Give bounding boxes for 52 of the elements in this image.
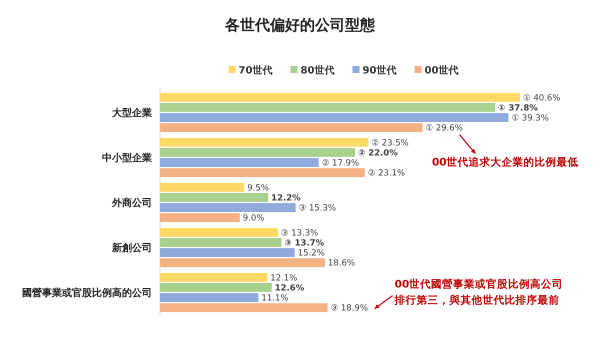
data-label: 11.1% [261, 294, 288, 304]
data-label: 9.0% [242, 214, 264, 224]
data-label: ③ 15.3% [298, 204, 336, 214]
bar [160, 293, 258, 302]
chart-title: 各世代偏好的公司型態 [224, 16, 376, 34]
y-tick-label: 外商公司 [111, 197, 152, 209]
data-label: ③ 18.9% [330, 304, 368, 314]
legend-label: 80世代 [300, 64, 334, 76]
legend-label: 70世代 [238, 64, 272, 76]
y-tick-label: 新創公司 [111, 242, 152, 254]
data-label: ② 17.9% [322, 158, 360, 169]
bar [160, 168, 365, 178]
data-label: ① 37.8% [498, 103, 538, 114]
data-label: ③ 13.3% [280, 228, 318, 238]
bar [160, 92, 520, 102]
data-label: 12.2% [271, 193, 302, 204]
data-label: 9.5% [247, 183, 269, 194]
data-label: ② 23.1% [368, 168, 406, 179]
data-label: 18.6% [328, 258, 355, 269]
data-label: 12.1% [270, 273, 298, 284]
data-label: ① 40.6% [523, 93, 560, 104]
bar [160, 283, 272, 292]
bar [160, 213, 240, 222]
bar [160, 258, 325, 268]
bar [160, 272, 268, 282]
bar [160, 303, 328, 312]
bar [160, 102, 496, 112]
data-label: ① 29.6% [425, 124, 463, 134]
data-label: ② 23.5% [371, 138, 409, 148]
y-tick-label: 中小型企業 [102, 152, 152, 164]
bar [160, 182, 244, 192]
bar [160, 248, 295, 257]
bar [160, 203, 296, 212]
annotation: 00世代追求大企業的比例最低 [432, 156, 579, 169]
bar [160, 138, 368, 147]
y-tick-label: 國營事業或官股比例高的公司 [22, 287, 152, 300]
data-label: 12.6% [274, 283, 305, 294]
bar [160, 113, 508, 122]
y-tick-label: 大型企業 [111, 106, 152, 119]
bar [160, 238, 282, 247]
bar [160, 228, 278, 237]
data-label: 15.2% [298, 248, 325, 259]
data-label: ② 22.0% [358, 148, 398, 158]
bar [160, 148, 356, 157]
annotation: 00世代國營事業或官股比例高公司排行第三，與其他世代比排序最前 [394, 278, 564, 307]
bar [160, 123, 422, 132]
bar [160, 158, 319, 167]
data-label: ③ 13.7% [284, 238, 325, 248]
legend-label: 90世代 [362, 64, 396, 76]
bar [160, 193, 268, 202]
data-label: ① 39.3% [511, 114, 549, 124]
legend-label: 00世代 [424, 64, 458, 76]
